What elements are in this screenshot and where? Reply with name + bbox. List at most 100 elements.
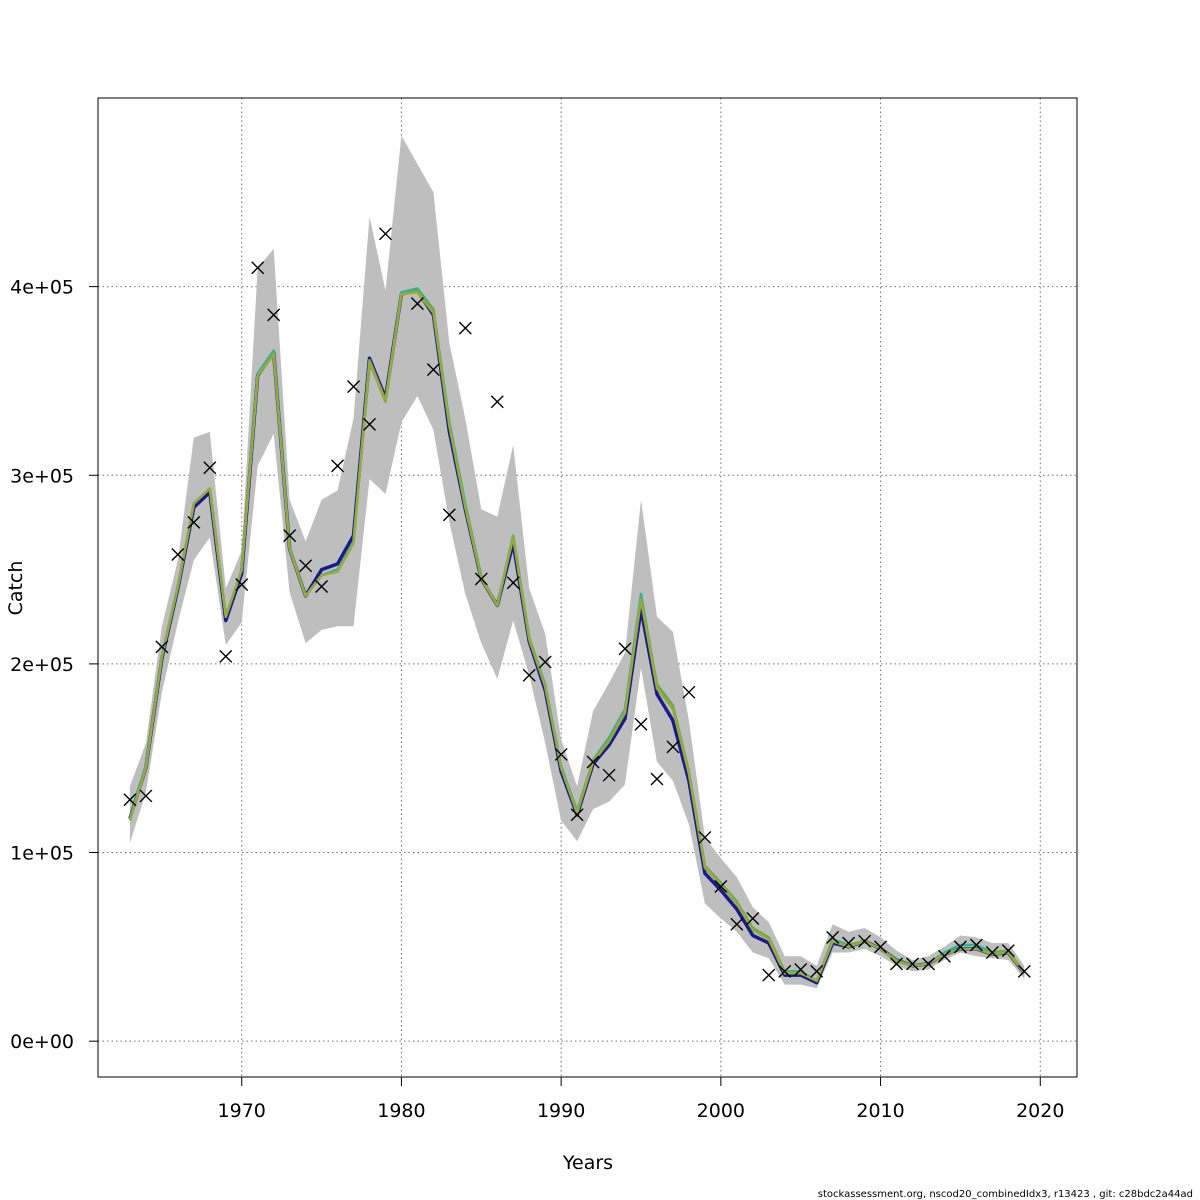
y-tick-label: 2e+05	[10, 654, 74, 676]
observed-point-stroke	[219, 649, 233, 663]
observed-point-stroke	[586, 755, 600, 769]
observed-point	[921, 957, 935, 971]
x-tick-label: 2000	[697, 1100, 745, 1122]
observed-point-stroke	[985, 946, 999, 959]
observed-point	[251, 261, 265, 275]
observed-point-stroke	[1001, 944, 1015, 958]
observed-point-stroke	[698, 830, 712, 844]
observed-point	[1001, 944, 1015, 958]
observed-point-stroke	[506, 576, 520, 590]
x-axis-title: Years	[562, 1152, 613, 1174]
observed-point	[315, 580, 329, 594]
confidence-band	[129, 135, 1025, 989]
observed-point	[794, 962, 808, 976]
observed-point	[554, 747, 568, 761]
observed-point	[586, 755, 600, 769]
observed-point	[682, 685, 696, 699]
observed-point	[906, 957, 919, 971]
observed-point	[618, 642, 632, 656]
observed-point	[937, 949, 951, 963]
observed-point	[506, 576, 520, 590]
footer-text: stockassessment.org, nscod20_combinedIdx…	[818, 1189, 1193, 1200]
observed-point	[874, 940, 888, 954]
observed-point-stroke	[953, 940, 967, 954]
x-tick-label: 1990	[537, 1100, 585, 1122]
observed-point	[698, 830, 712, 844]
observed-point	[139, 789, 153, 803]
observed-point	[666, 740, 680, 754]
y-tick-label: 4e+05	[10, 277, 74, 299]
observed-point-stroke	[810, 964, 824, 978]
observed-point	[490, 395, 504, 409]
observed-point-stroke	[283, 529, 297, 543]
observed-point-stroke	[666, 740, 680, 754]
observed-point	[378, 227, 392, 241]
observed-point-stroke	[474, 572, 488, 586]
observed-point-stroke	[171, 547, 185, 561]
observed-point-stroke	[410, 297, 424, 311]
observed-point-stroke	[267, 308, 281, 322]
observed-point-stroke	[123, 793, 137, 807]
observed-point	[171, 547, 185, 561]
observed-point	[410, 297, 424, 311]
x-tick-label: 1980	[377, 1100, 425, 1122]
observed-point-stroke	[378, 227, 392, 241]
observed-point	[985, 946, 999, 959]
observed-point	[267, 308, 281, 322]
observed-point-stroke	[890, 957, 904, 971]
observed-point	[762, 968, 776, 982]
observed-point	[235, 578, 249, 592]
observed-point	[522, 668, 536, 682]
observed-point-stroke	[858, 934, 872, 948]
observed-point-stroke	[618, 642, 632, 656]
observed-point	[842, 936, 856, 950]
observed-point	[858, 934, 872, 948]
observed-point	[714, 879, 728, 893]
observed-point	[155, 640, 169, 654]
y-axis-title: Catch	[5, 561, 27, 616]
observed-point-stroke	[458, 321, 472, 335]
observed-point-stroke	[554, 747, 568, 761]
observed-point-stroke	[730, 917, 744, 931]
observed-point-stroke	[442, 508, 456, 522]
observed-point	[730, 917, 744, 931]
observed-point-stroke	[538, 655, 552, 669]
observed-point	[187, 515, 201, 529]
observed-point	[123, 793, 137, 807]
observed-point-stroke	[203, 461, 217, 475]
observed-point	[890, 957, 904, 971]
confidence-band-layer	[129, 135, 1025, 989]
observed-point	[474, 572, 488, 586]
observed-point-stroke	[426, 363, 440, 377]
x-axis: 1970 1980 1990 2000 2010 2020	[218, 1077, 1064, 1122]
observed-point-stroke	[315, 580, 329, 594]
observed-point	[810, 964, 824, 978]
observed-point	[969, 938, 983, 952]
observed-point	[650, 772, 664, 786]
observed-point	[363, 417, 376, 431]
observed-point-stroke	[235, 578, 249, 592]
y-tick-label: 0e+00	[10, 1031, 74, 1053]
observed-point-stroke	[602, 768, 616, 782]
x-tick-label: 2010	[856, 1100, 904, 1122]
observed-point	[953, 940, 967, 954]
observed-point-stroke	[363, 417, 376, 431]
observed-point	[538, 655, 552, 669]
x-tick-label: 1970	[218, 1100, 266, 1122]
observed-point-stroke	[842, 936, 856, 950]
observed-point	[634, 717, 648, 731]
y-axis: 0e+00 1e+05 2e+05 3e+05 4e+05	[10, 277, 98, 1053]
observed-point	[458, 321, 472, 335]
observed-point	[299, 559, 313, 573]
observed-point	[203, 461, 217, 475]
plot-frame	[97, 97, 1078, 1078]
observed-point-stroke	[331, 459, 345, 473]
observed-point	[746, 912, 760, 926]
observed-point-stroke	[490, 395, 504, 409]
observed-point	[602, 768, 616, 782]
y-tick-label: 3e+05	[10, 465, 74, 487]
observed-point-stroke	[826, 930, 840, 944]
observed-point	[570, 808, 584, 822]
observed-point-stroke	[299, 559, 313, 573]
observed-point	[426, 363, 440, 377]
